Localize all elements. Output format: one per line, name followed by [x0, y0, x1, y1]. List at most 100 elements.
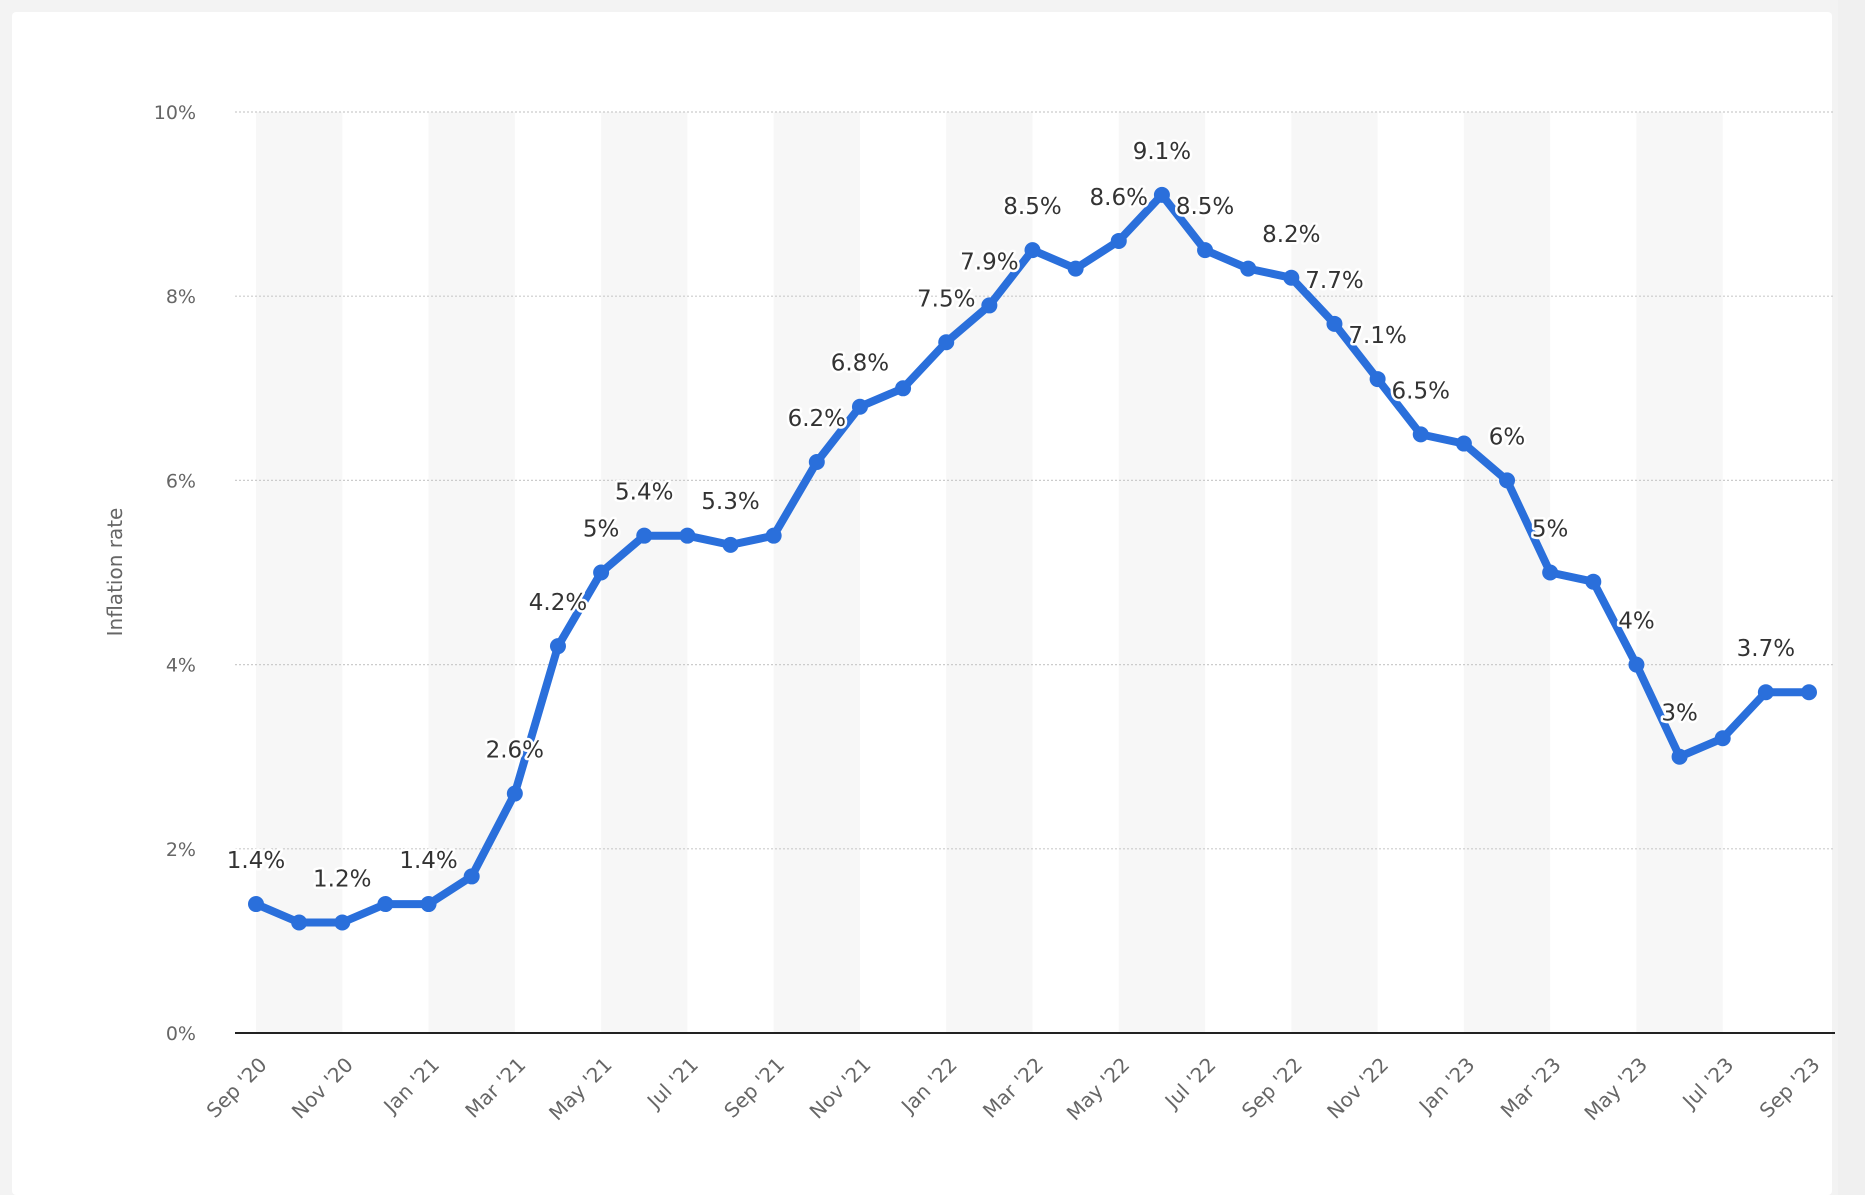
y-tick-label: 8%: [166, 286, 196, 308]
data-point: [291, 914, 308, 931]
data-label-halo: 1.2%: [313, 866, 371, 892]
x-tick-label: Jan '21: [378, 1053, 445, 1120]
data-label-halo: 6.2%: [788, 406, 846, 432]
data-point: [593, 564, 610, 581]
data-label: 4%: [1618, 609, 1655, 635]
data-point: [1240, 260, 1257, 277]
data-point: [722, 536, 739, 553]
x-tick-label: May '21: [544, 1053, 617, 1126]
data-label-halo: 3.7%: [1737, 636, 1795, 662]
x-tick-label: May '23: [1579, 1053, 1652, 1126]
data-label-halo: 5.3%: [701, 489, 759, 515]
data-label-halo: 5.4%: [615, 480, 673, 506]
data-point: [981, 297, 998, 314]
data-label: 5.3%: [701, 489, 759, 515]
data-label: 6.2%: [788, 406, 846, 432]
x-tick-label: Sep '21: [719, 1053, 789, 1123]
x-tick-label: Sep '22: [1237, 1053, 1307, 1123]
x-tick-label: Jan '22: [895, 1053, 962, 1120]
scroll-area: [1838, 0, 1865, 1195]
x-tick-label: Nov '22: [1322, 1053, 1393, 1124]
data-label-halo: 8.5%: [1003, 194, 1061, 220]
y-tick-label: 0%: [166, 1023, 196, 1045]
data-point: [506, 785, 523, 802]
background-band: [601, 112, 688, 1033]
x-tick-label: Nov '21: [805, 1053, 876, 1124]
y-tick-label: 4%: [166, 655, 196, 677]
x-tick-label: Jul '21: [641, 1053, 703, 1115]
data-point: [549, 638, 566, 655]
background-band: [1291, 112, 1378, 1033]
data-point: [1801, 684, 1817, 701]
x-tick-label: Jul '22: [1159, 1053, 1221, 1115]
data-point: [1024, 242, 1041, 259]
y-tick-label: 2%: [166, 839, 196, 861]
data-label-halo: 8.2%: [1262, 222, 1320, 248]
data-label: 6.5%: [1392, 378, 1450, 404]
data-point: [1714, 730, 1731, 747]
data-label: 5%: [1532, 517, 1569, 543]
x-tick-label: Mar '21: [460, 1053, 530, 1123]
data-label-halo: 2.6%: [486, 738, 544, 764]
data-label: 9.1%: [1133, 139, 1191, 165]
data-label-halo: 8.6%: [1090, 185, 1148, 211]
data-label-halo: 7.1%: [1348, 323, 1406, 349]
data-label-halo: 5%: [583, 517, 620, 543]
data-label-halo: 7.5%: [917, 286, 975, 312]
y-axis-title: Inflation rate: [103, 508, 127, 637]
data-label: 8.2%: [1262, 222, 1320, 248]
data-label-halo: 7.9%: [960, 249, 1018, 275]
x-tick-label: Mar '23: [1496, 1053, 1566, 1123]
x-tick-label: Mar '22: [978, 1053, 1048, 1123]
data-label-halo: 5%: [1532, 517, 1569, 543]
x-tick-label: Nov '20: [287, 1053, 358, 1124]
background-band: [1636, 112, 1723, 1033]
data-point: [851, 398, 868, 415]
data-point: [1585, 573, 1602, 590]
data-label: 2.6%: [486, 738, 544, 764]
data-label: 5%: [583, 517, 620, 543]
data-label-halo: 9.1%: [1133, 139, 1191, 165]
data-label: 3.7%: [1737, 636, 1795, 662]
data-point: [1283, 269, 1300, 286]
x-tick-label: Sep '20: [202, 1053, 272, 1123]
y-tick-label: 10%: [154, 102, 196, 124]
data-point: [636, 527, 653, 544]
data-point: [1369, 371, 1386, 388]
data-point: [1671, 748, 1688, 765]
background-band: [773, 112, 860, 1033]
x-tick-label: Jul '23: [1676, 1053, 1738, 1115]
x-tick-label: May '22: [1062, 1053, 1135, 1126]
data-point: [1067, 260, 1084, 277]
data-label: 8.5%: [1003, 194, 1061, 220]
data-label: 7.5%: [917, 286, 975, 312]
data-label-halo: 6.5%: [1392, 378, 1450, 404]
data-label: 7.1%: [1348, 323, 1406, 349]
data-point: [1153, 186, 1170, 203]
data-point: [420, 896, 437, 913]
data-point: [808, 453, 825, 470]
data-point: [1197, 242, 1214, 259]
data-point: [1757, 684, 1774, 701]
data-point: [1412, 426, 1429, 443]
data-label: 3%: [1661, 701, 1698, 727]
data-label: 1.2%: [313, 866, 371, 892]
data-label: 7.7%: [1305, 268, 1363, 294]
data-point: [938, 334, 955, 351]
data-label: 4.2%: [529, 590, 587, 616]
data-label: 1.4%: [227, 848, 285, 874]
data-label-halo: 8.5%: [1176, 194, 1234, 220]
data-label-halo: 3%: [1661, 701, 1698, 727]
data-point: [895, 380, 912, 397]
background-band: [1463, 112, 1551, 1033]
data-point: [463, 868, 480, 885]
data-point: [248, 896, 264, 913]
data-label: 6.8%: [831, 351, 889, 377]
x-tick-label: Jan '23: [1413, 1053, 1480, 1120]
data-label: 8.6%: [1090, 185, 1148, 211]
data-point: [679, 527, 696, 544]
data-label: 6%: [1489, 424, 1526, 450]
data-label-halo: 4%: [1618, 609, 1655, 635]
data-label: 5.4%: [615, 480, 673, 506]
